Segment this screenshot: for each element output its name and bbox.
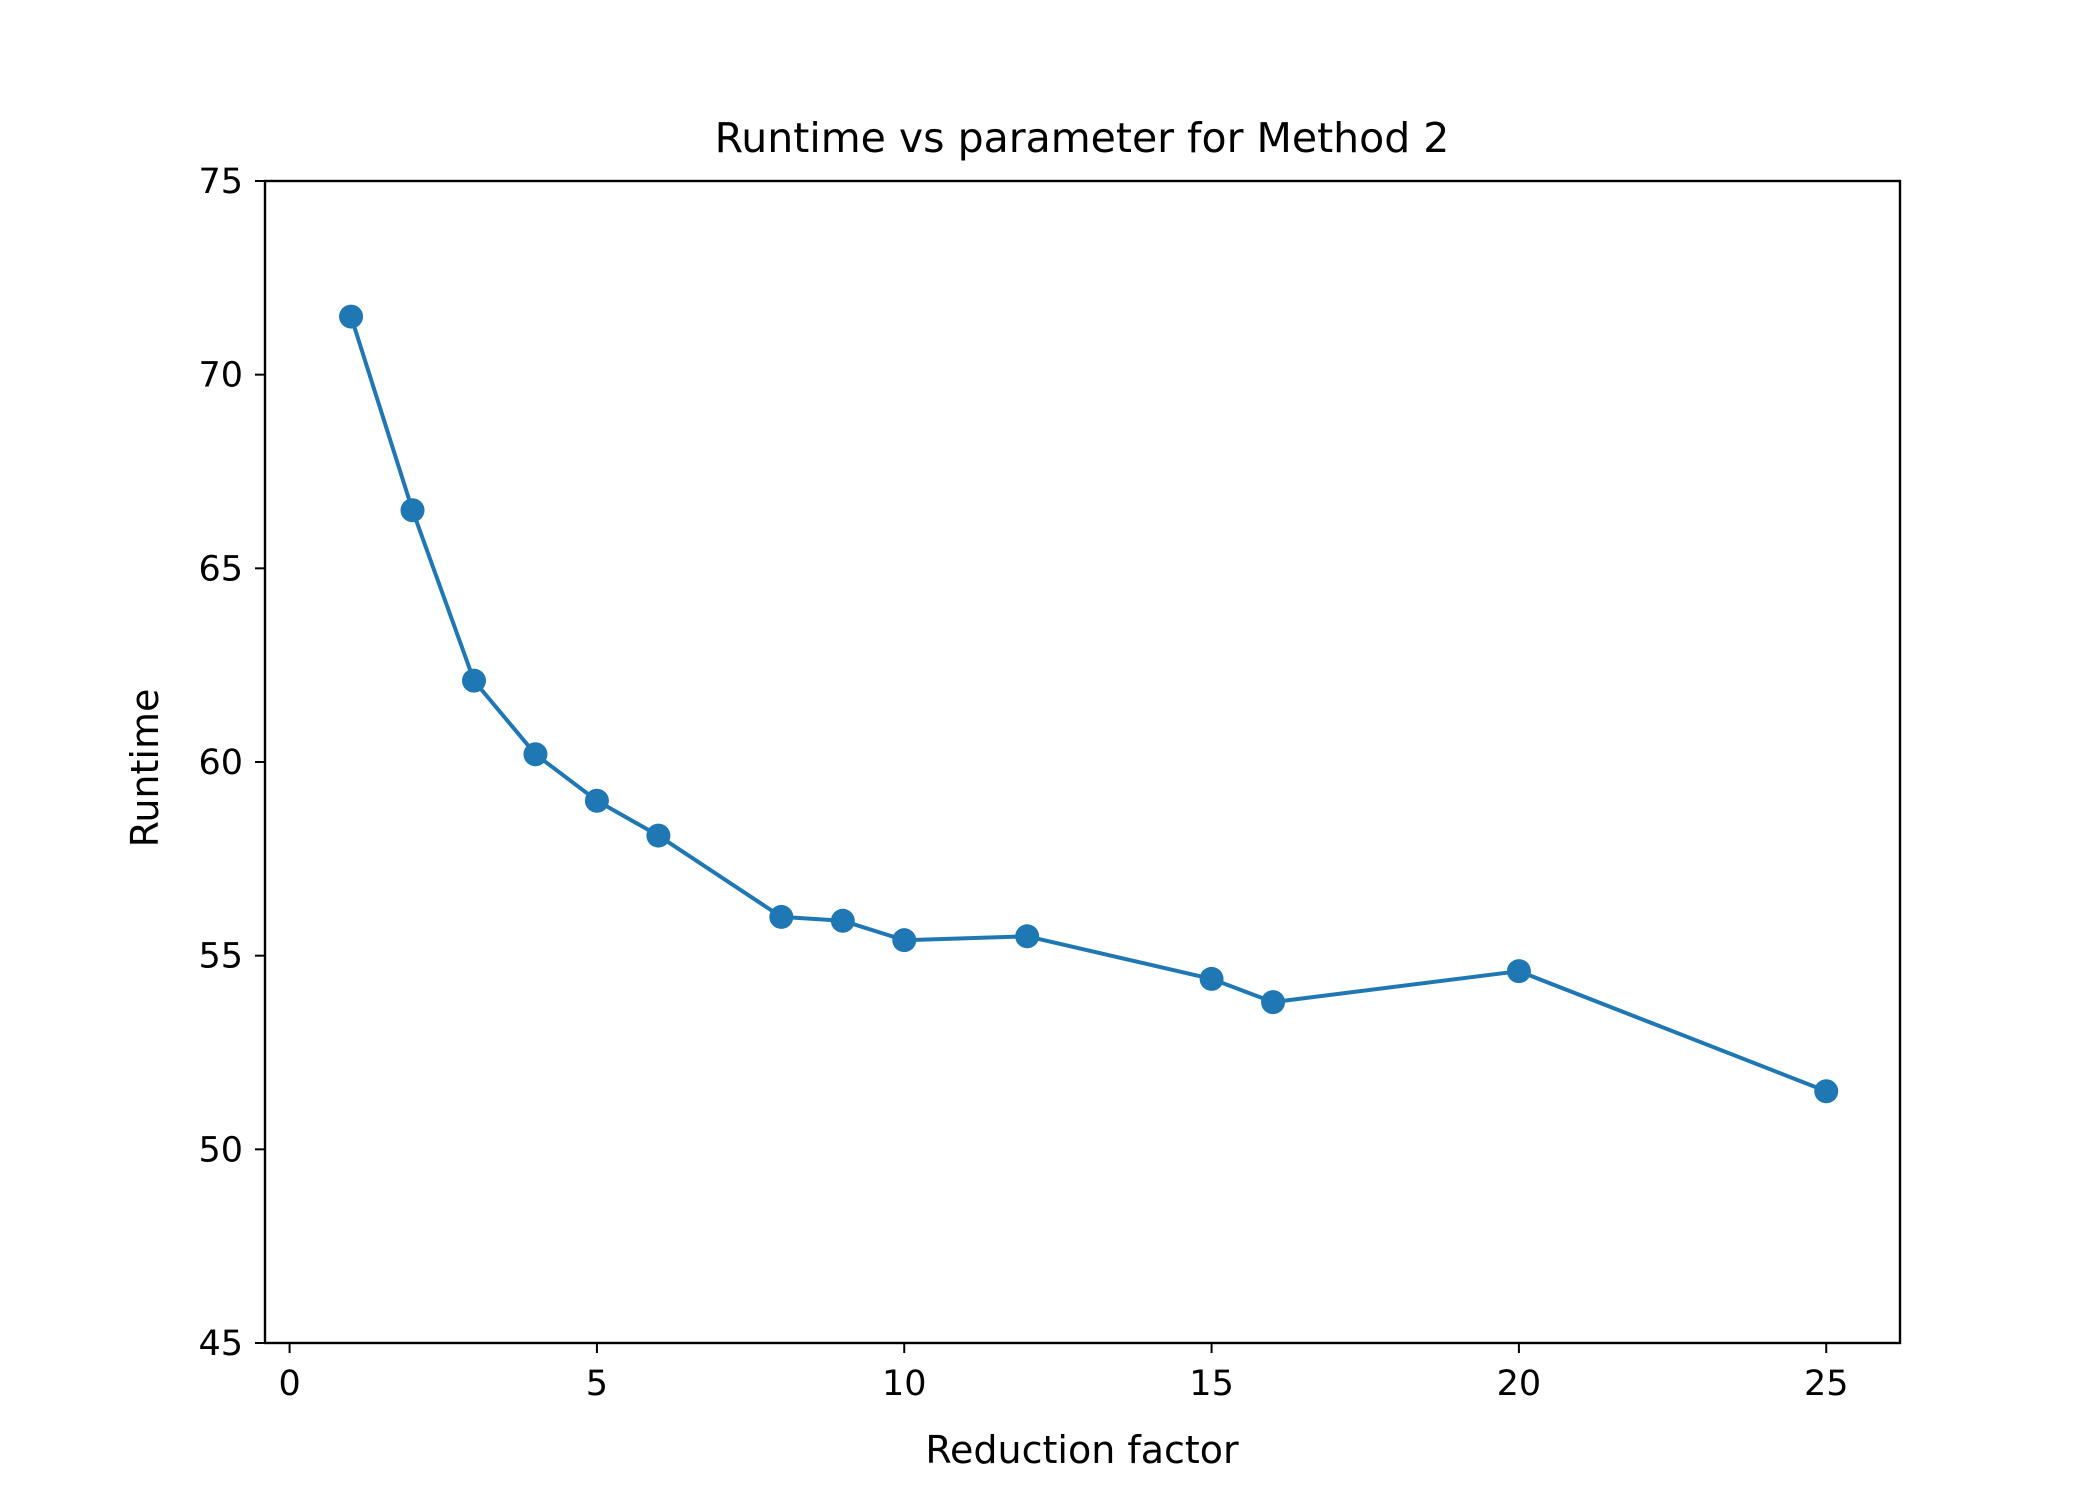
series	[339, 304, 1839, 1104]
data-point	[1814, 1079, 1839, 1104]
x-axis-label: Reduction factor	[925, 1428, 1239, 1472]
y-tick-label: 55	[198, 937, 243, 977]
data-point	[1015, 924, 1040, 949]
data-point	[523, 742, 548, 767]
y-tick-label: 50	[198, 1130, 243, 1170]
data-point	[1261, 990, 1286, 1015]
data-point	[584, 788, 609, 813]
data-point	[646, 823, 671, 848]
y-axis: 45 50 55 60 65 70 75	[198, 162, 265, 1364]
y-tick-label: 60	[198, 743, 243, 783]
x-tick-label: 25	[1804, 1364, 1849, 1404]
data-point	[892, 928, 917, 953]
x-tick-label: 0	[278, 1364, 300, 1404]
data-point	[1199, 966, 1224, 991]
data-point	[830, 908, 855, 933]
y-tick-label: 70	[198, 356, 243, 396]
data-point	[1506, 959, 1531, 984]
y-tick-label: 75	[198, 162, 243, 202]
y-tick-label: 45	[198, 1324, 243, 1364]
x-tick-label: 10	[882, 1364, 927, 1404]
data-point	[339, 304, 364, 329]
chart-title: Runtime vs parameter for Method 2	[715, 114, 1450, 162]
y-tick-label: 65	[198, 549, 243, 589]
data-point	[461, 668, 486, 693]
x-tick-label: 15	[1189, 1364, 1234, 1404]
x-tick-label: 5	[586, 1364, 608, 1404]
x-axis: 0 5 10 15 20 25	[278, 1343, 1849, 1404]
y-axis-label: Runtime	[123, 689, 167, 848]
data-point	[400, 498, 425, 523]
x-tick-label: 20	[1497, 1364, 1542, 1404]
data-point	[769, 904, 794, 929]
